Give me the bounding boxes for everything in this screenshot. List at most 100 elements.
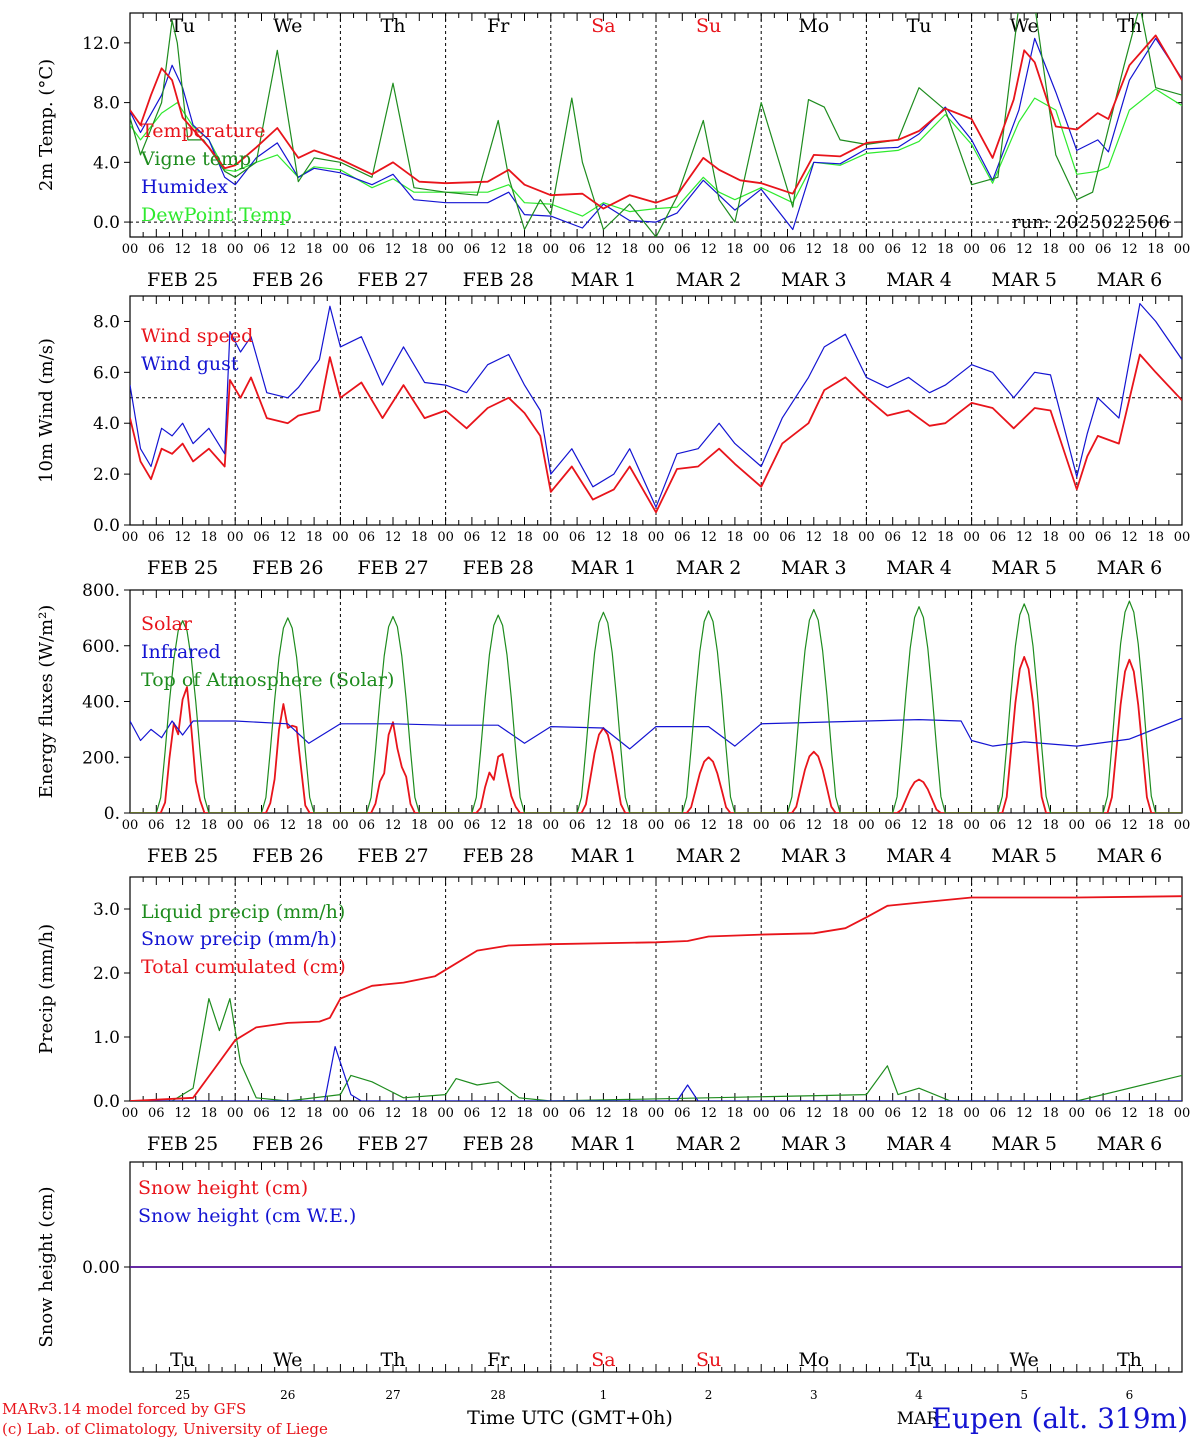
hour-tick-label: 00 [227, 530, 244, 545]
bottom-day-number: 2 [705, 1388, 713, 1402]
hour-tick-label: 12 [806, 818, 823, 833]
y-tick-label: 0. [104, 804, 120, 824]
plot-area [130, 303, 1182, 514]
hour-tick-label: 00 [122, 242, 139, 257]
weekday-label: We [273, 1349, 302, 1371]
hour-tick-label: 12 [490, 818, 507, 833]
date-label: MAR 5 [991, 845, 1057, 867]
bottom-day-number: 4 [915, 1388, 923, 1402]
hour-tick-label: 18 [201, 242, 218, 257]
hour-tick-label: 06 [1095, 530, 1112, 545]
hour-tick-label: 18 [621, 1106, 638, 1121]
date-label: MAR 2 [676, 845, 742, 867]
date-label: MAR 4 [886, 1133, 952, 1155]
hour-tick-label: 18 [201, 530, 218, 545]
hour-tick-label: 06 [674, 818, 691, 833]
hour-tick-label: 18 [832, 242, 849, 257]
date-label: FEB 25 [147, 269, 218, 291]
hour-tick-label: 18 [201, 1106, 218, 1121]
date-label: FEB 25 [147, 845, 218, 867]
legend-entry: Snow height (cm W.E.) [138, 1205, 356, 1227]
y-tick-label: 4.0 [93, 153, 120, 173]
series-line [130, 717, 1182, 750]
legend-entry: Humidex [141, 176, 228, 198]
series-line [130, 600, 1182, 813]
hour-tick-label: 00 [1069, 1106, 1086, 1121]
hour-tick-label: 00 [858, 818, 875, 833]
legend-entry: Top of Atmosphere (Solar) [141, 669, 394, 691]
hour-tick-label: 12 [490, 1106, 507, 1121]
weekday-label: Mo [798, 15, 829, 37]
hour-tick-label: 06 [990, 242, 1007, 257]
hour-tick-label: 06 [358, 530, 375, 545]
bottom-month-label: MAR [897, 1409, 941, 1429]
hour-tick-label: 18 [621, 242, 638, 257]
hour-tick-label: 18 [937, 818, 954, 833]
date-label: MAR 3 [781, 845, 847, 867]
weekday-label: We [273, 15, 302, 37]
hour-tick-label: 12 [911, 530, 928, 545]
date-label: MAR 2 [676, 557, 742, 579]
hour-tick-label: 18 [832, 1106, 849, 1121]
hour-tick-label: 12 [700, 818, 717, 833]
hour-tick-label: 00 [1069, 242, 1086, 257]
hour-tick-label: 12 [1121, 530, 1138, 545]
hour-tick-label: 12 [911, 1106, 928, 1121]
date-label: FEB 27 [357, 269, 428, 291]
bottom-day-number: 3 [810, 1388, 818, 1402]
hour-tick-label: 06 [358, 242, 375, 257]
hour-tick-label: 00 [1174, 242, 1191, 257]
weekday-label: We [1010, 1349, 1039, 1371]
hour-tick-label: 12 [385, 242, 402, 257]
hour-tick-label: 18 [1042, 1106, 1059, 1121]
panel-1: 0.0 4.0 8.0 12.0 2m Temp. (°C) 00 06 12 18 FEB 25… [36, 12, 1191, 291]
hour-tick-label: 12 [911, 242, 928, 257]
hour-tick-label: 06 [253, 1106, 270, 1121]
hour-tick-label: 12 [280, 242, 297, 257]
date-label: MAR 5 [991, 269, 1057, 291]
plot-area [130, 895, 1182, 1101]
hour-tick-label: 06 [884, 818, 901, 833]
date-label: MAR 3 [781, 1133, 847, 1155]
y-tick-label: 12.0 [82, 34, 120, 54]
date-label: FEB 26 [252, 557, 323, 579]
hour-tick-label: 00 [227, 242, 244, 257]
hour-tick-label: 12 [595, 242, 612, 257]
legend-entry: Temperature [141, 120, 265, 142]
y-tick-label: 6.0 [93, 363, 120, 383]
hour-tick-label: 00 [122, 530, 139, 545]
hour-tick-label: 18 [1147, 1106, 1164, 1121]
hour-tick-label: 18 [411, 1106, 428, 1121]
series-line [130, 13, 1182, 237]
hour-tick-label: 18 [1147, 530, 1164, 545]
hour-tick-label: 00 [963, 242, 980, 257]
hour-tick-label: 06 [569, 818, 586, 833]
hour-tick-label: 12 [700, 242, 717, 257]
hour-tick-label: 18 [411, 242, 428, 257]
hour-tick-label: 00 [753, 242, 770, 257]
hour-tick-label: 18 [516, 1106, 533, 1121]
hour-tick-label: 06 [358, 1106, 375, 1121]
hour-tick-label: 00 [858, 530, 875, 545]
date-label: MAR 1 [571, 269, 637, 291]
hour-tick-label: 00 [648, 530, 665, 545]
hour-tick-label: 06 [779, 818, 796, 833]
y-tick-label: 8.0 [93, 312, 120, 332]
date-label: FEB 26 [252, 269, 323, 291]
legend-entry: Total cumulated (cm) [141, 956, 346, 978]
hour-tick-label: 00 [437, 530, 454, 545]
y-axis-label: Snow height (cm) [36, 1186, 57, 1347]
hour-tick-label: 00 [227, 1106, 244, 1121]
hour-tick-label: 18 [937, 1106, 954, 1121]
hour-tick-label: 06 [990, 818, 1007, 833]
hour-tick-label: 06 [779, 530, 796, 545]
hour-tick-label: 12 [174, 1106, 191, 1121]
weekday-label: Tu [170, 1349, 195, 1371]
hour-tick-label: 18 [201, 818, 218, 833]
weekday-label: Th [1117, 15, 1142, 37]
series-line [130, 895, 1182, 1101]
date-label: MAR 1 [571, 1133, 637, 1155]
panel-frame [129, 589, 1183, 814]
y-tick-label: 2.0 [93, 465, 120, 485]
